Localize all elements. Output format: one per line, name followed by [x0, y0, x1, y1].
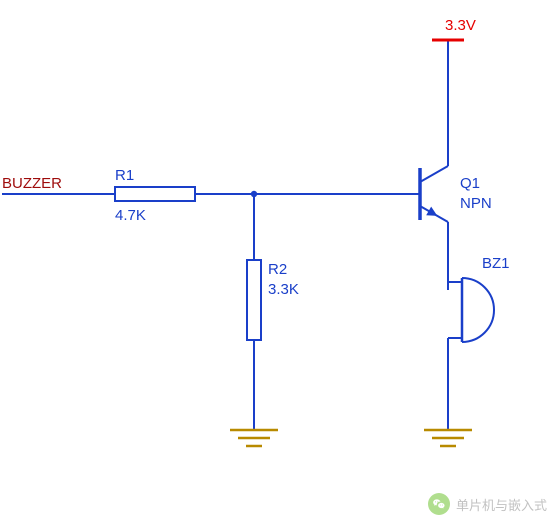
label-r2-val: 3.3K: [268, 281, 299, 298]
label-r2-ref: R2: [268, 261, 287, 278]
resistor-r2: [247, 260, 261, 340]
wechat-icon: [428, 493, 450, 515]
label-q1-val: NPN: [460, 195, 492, 212]
label-r1-ref: R1: [115, 167, 134, 184]
watermark: 单片机与嵌入式: [428, 493, 547, 515]
watermark-text: 单片机与嵌入式: [456, 495, 547, 514]
circuit-schematic: BUZZER R1 4.7K R2 3.3K 3.3V Q1 NPN BZ1: [0, 0, 557, 525]
buzzer-bz1: [462, 278, 494, 342]
label-bz1-ref: BZ1: [482, 255, 510, 272]
net-label-buzzer: BUZZER: [2, 175, 62, 192]
label-r1-val: 4.7K: [115, 207, 146, 224]
net-label-power: 3.3V: [445, 17, 476, 34]
resistor-r1: [115, 187, 195, 201]
label-q1-ref: Q1: [460, 175, 480, 192]
